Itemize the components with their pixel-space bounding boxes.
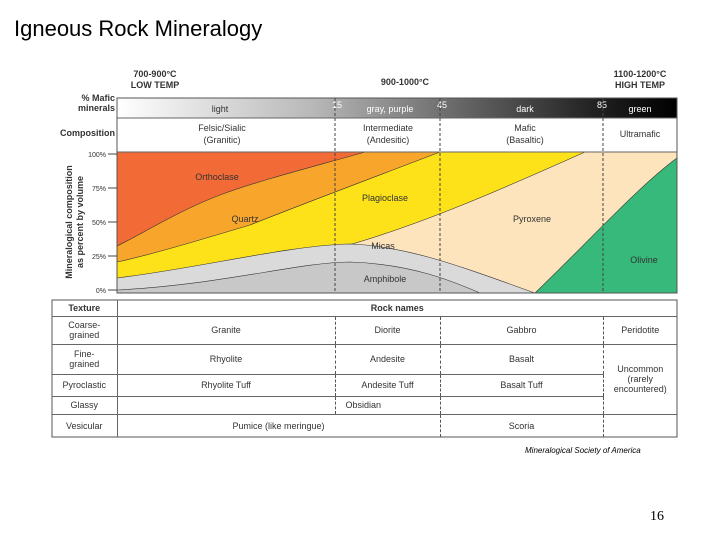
rock: Granite bbox=[116, 315, 335, 344]
y-axis-label-line: Mineralogical composition bbox=[64, 165, 74, 279]
amphibole-area bbox=[116, 261, 481, 294]
texture: Pyroclastic bbox=[52, 373, 118, 396]
composition-group: (Andesitic) bbox=[367, 135, 410, 145]
mafic-header: % Mafic minerals bbox=[77, 93, 115, 113]
y-axis-label-line: as percent by volume bbox=[75, 176, 85, 268]
mineral-label: Plagioclase bbox=[362, 193, 408, 203]
composition-group: (Granitic) bbox=[203, 135, 240, 145]
composition: Ultramafic bbox=[620, 129, 661, 139]
title: Igneous Rock Mineralogy bbox=[14, 16, 262, 41]
credit: Mineralogical Society of America bbox=[525, 446, 641, 455]
mafic-segment: gray, purple bbox=[367, 104, 414, 114]
rock: Scoria bbox=[439, 413, 603, 437]
composition: Intermediate bbox=[363, 123, 413, 133]
mineral-label: Olivine bbox=[630, 255, 658, 265]
mafic-boundary: 85 bbox=[597, 100, 607, 110]
upper-frame bbox=[116, 97, 678, 294]
mafic-boundary: 45 bbox=[437, 100, 447, 110]
mafic-bar bbox=[117, 98, 677, 118]
rock: Uncommon (rarely encountered) bbox=[602, 343, 678, 414]
composition-header: Composition bbox=[60, 128, 115, 138]
row: Fine-grained Rhyolite Andesite Basalt Un… bbox=[52, 343, 678, 414]
rock: Basalt Tuff bbox=[439, 373, 603, 396]
row: Pyroclastic Rhyolite Tuff Andesite Tuff … bbox=[52, 373, 677, 396]
rock: Diorite bbox=[334, 315, 440, 344]
rock: Obsidian bbox=[334, 395, 440, 414]
y-ticks: 100% 75% 50% 25% 0% bbox=[88, 152, 117, 295]
temp-label: HIGH TEMP bbox=[615, 80, 665, 90]
y-axis-label: Mineralogical composition as percent by … bbox=[64, 165, 85, 279]
row: Coarse-grained Granite Diorite Gabbro Pe… bbox=[52, 315, 678, 344]
composition-group: (Basaltic) bbox=[506, 135, 544, 145]
composition: Felsic/Sialic bbox=[198, 123, 246, 133]
mineral-label: Amphibole bbox=[364, 274, 407, 284]
mineral-label: Micas bbox=[371, 241, 395, 251]
y-tick-label: 75% bbox=[92, 186, 106, 193]
row: Vesicular Pumice (like meringue) Scoria bbox=[52, 413, 678, 437]
rock: Andesite bbox=[334, 343, 440, 374]
mafic-header-text: % Mafic minerals bbox=[77, 93, 115, 113]
cell bbox=[439, 395, 603, 414]
header-row: Texture Rock names bbox=[52, 300, 677, 316]
mineral-label: Quartz bbox=[231, 214, 259, 224]
rock-table: Texture Rock names Coarse-grained Granit… bbox=[52, 300, 678, 437]
rock: Gabbro bbox=[439, 315, 603, 344]
mineral-label: Orthoclase bbox=[195, 172, 239, 182]
texture: Vesicular bbox=[52, 413, 118, 437]
texture: Coarse-grained bbox=[52, 315, 118, 344]
header: Texture bbox=[52, 300, 118, 316]
temp-range: 900-1000°C bbox=[381, 77, 430, 87]
cell bbox=[602, 413, 678, 437]
temp-range: 1100-1200°C bbox=[614, 69, 667, 79]
y-tick-label: 0% bbox=[96, 288, 106, 295]
rock: Rhyolite Tuff bbox=[116, 373, 335, 396]
y-tick-label: 25% bbox=[92, 254, 106, 261]
composition: Mafic bbox=[514, 123, 536, 133]
row: Glassy Obsidian bbox=[52, 395, 677, 414]
mafic-segment: dark bbox=[516, 104, 534, 114]
texture: Fine-grained bbox=[52, 343, 118, 374]
mafic-boundary: 15 bbox=[332, 100, 342, 110]
header: Rock names bbox=[370, 302, 424, 313]
rock: Basalt bbox=[439, 343, 603, 374]
mafic-segment: light bbox=[212, 104, 229, 114]
rock: Pumice (like meringue) bbox=[116, 413, 440, 437]
cell bbox=[117, 395, 335, 414]
mineral-label: Pyroxene bbox=[513, 214, 551, 224]
rock: Andesite Tuff bbox=[334, 373, 440, 396]
texture-text: Fine-grained bbox=[69, 349, 100, 369]
texture-text: Coarse-grained bbox=[68, 320, 101, 340]
orthoclase-area bbox=[116, 151, 366, 247]
rock: Peridotite bbox=[602, 315, 678, 344]
y-tick-label: 50% bbox=[92, 220, 106, 227]
temp-range: 700-900°C bbox=[133, 69, 177, 79]
page-number: 16 bbox=[650, 509, 664, 524]
temp-label: LOW TEMP bbox=[131, 80, 180, 90]
y-tick-label: 100% bbox=[88, 152, 106, 159]
rock: Rhyolite bbox=[116, 343, 335, 374]
mafic-segment: green bbox=[628, 104, 651, 114]
rock-text: Uncommon (rarely encountered) bbox=[613, 364, 667, 394]
texture: Glassy bbox=[52, 395, 118, 414]
